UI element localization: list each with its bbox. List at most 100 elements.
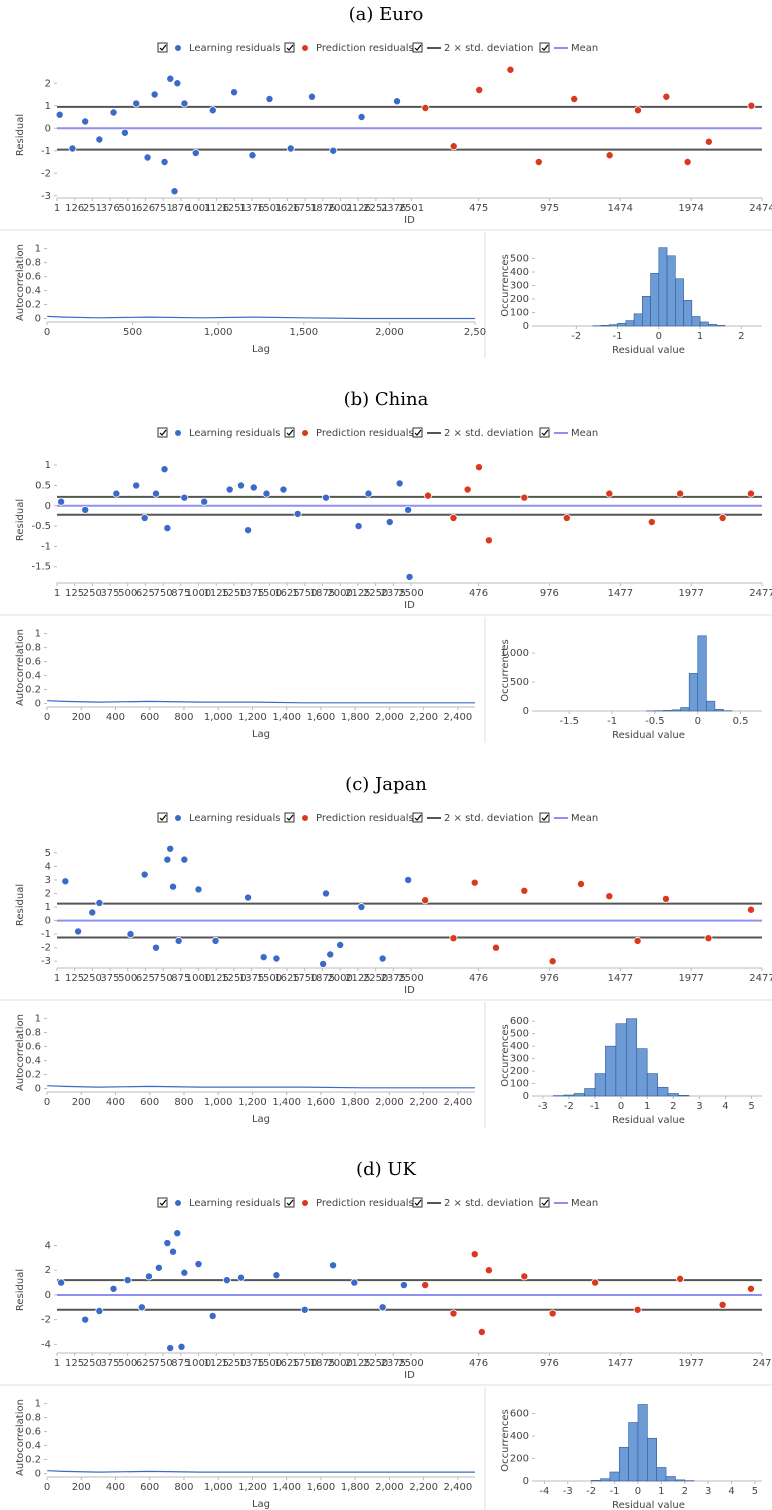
x-tick-label: 2,400 (444, 712, 473, 723)
y-tick-label: 0 (45, 1290, 51, 1301)
data-point (534, 157, 543, 166)
x-tick-label: 1 (54, 1358, 60, 1369)
y-tick-label: 200 (510, 294, 529, 305)
histogram-bar (706, 700, 716, 712)
y-tick-label: 0 (35, 314, 41, 325)
y-axis-title: Autocorrelation (15, 1014, 26, 1091)
data-point (286, 144, 295, 153)
x-tick-label: 250 (83, 973, 102, 984)
x-tick-label: 500 (118, 1358, 137, 1369)
x-tick-label: 200 (72, 712, 91, 723)
data-point (200, 497, 209, 506)
x-tick-label: 1875 (310, 1358, 335, 1369)
x-tick-label: 1500 (257, 588, 282, 599)
histogram-bar (699, 321, 709, 327)
x-tick-label: 1000 (186, 1358, 211, 1369)
autocorrelation-line (47, 700, 475, 704)
x-tick-label: 1,200 (238, 1097, 267, 1108)
data-point (180, 493, 189, 502)
legend-check (414, 44, 422, 51)
histogram-bar (636, 1048, 648, 1097)
y-tick-label: 1 (35, 1014, 41, 1025)
x-tick-label: 1 (697, 331, 703, 342)
histogram-bar (646, 1073, 658, 1097)
y-axis-title: Residual (15, 884, 26, 926)
y-tick-label: 2 (45, 888, 51, 899)
histogram-bar (714, 708, 724, 712)
x-tick-label: 975 (540, 203, 559, 214)
data-point (174, 936, 183, 945)
legend-marker (302, 430, 308, 436)
legend-checkbox (157, 427, 168, 438)
y-tick-label: 0.8 (25, 643, 41, 654)
y-axis-title: Autocorrelation (15, 244, 26, 321)
data-point (265, 95, 274, 104)
data-point (393, 97, 402, 106)
histogram-bar (656, 1467, 667, 1482)
x-tick-label: 600 (140, 1097, 159, 1108)
data-point (350, 1278, 359, 1287)
data-point (173, 79, 182, 88)
data-point (321, 493, 330, 502)
y-tick-label: 500 (510, 254, 529, 265)
legend-check (286, 429, 294, 436)
data-point (520, 886, 529, 895)
y-tick-label: 1 (35, 1399, 41, 1410)
legend-label: 2 × std. deviation (444, 428, 533, 439)
legend-checkbox (412, 427, 423, 438)
y-axis-title: Residual (15, 1269, 26, 1311)
x-tick-label: 1500 (257, 1358, 282, 1369)
x-tick-label: 0 (44, 1482, 50, 1493)
x-tick-label: 1251 (221, 203, 246, 214)
y-axis-title: Autocorrelation (15, 1399, 26, 1476)
y-tick-label: 500 (510, 677, 529, 688)
x-tick-label: 376 (101, 203, 120, 214)
x-tick-label: 1876 (310, 203, 335, 214)
data-point (57, 497, 66, 506)
y-tick-label: 0 (35, 699, 41, 710)
y-tick-label: 0.4 (25, 286, 41, 297)
data-point (191, 148, 200, 157)
x-tick-label: 0 (618, 1101, 624, 1112)
x-tick-label: 500 (118, 588, 137, 599)
x-tick-label: 2,400 (444, 1097, 473, 1108)
legend-label: Mean (571, 43, 598, 54)
x-tick-label: 2477 (749, 973, 772, 984)
data-point (160, 157, 169, 166)
data-point (244, 893, 253, 902)
legend-checkbox (284, 1197, 295, 1208)
x-tick-label: -1 (613, 331, 623, 342)
legend-checkbox (157, 1197, 168, 1208)
data-point (222, 1276, 231, 1285)
x-tick-label: 1477 (608, 588, 633, 599)
legend-check (541, 429, 549, 436)
data-point (109, 108, 118, 117)
y-tick-label: 0.5 (35, 480, 51, 491)
legend-checkbox (412, 42, 423, 53)
x-tick-label: -2 (564, 1101, 574, 1112)
x-tick-label: 2125 (345, 973, 370, 984)
legend-label: Learning residuals (189, 813, 280, 824)
y-tick-label: 4 (45, 861, 51, 872)
x-tick-label: 476 (469, 973, 488, 984)
data-point (166, 1344, 175, 1353)
x-tick-label: 625 (136, 588, 155, 599)
histogram-bar (615, 1023, 627, 1097)
histogram-bar (618, 1446, 629, 1482)
x-tick-label: 251 (83, 203, 102, 214)
data-point (399, 1281, 408, 1290)
data-point (194, 1260, 203, 1269)
x-axis-title: Lag (252, 344, 270, 355)
data-point (662, 92, 671, 101)
histogram-bar (600, 325, 610, 327)
x-tick-label: 0 (44, 327, 50, 338)
data-point (605, 489, 614, 498)
y-axis-title: Residual (15, 114, 26, 156)
x-tick-label: 1 (54, 973, 60, 984)
data-point (484, 536, 493, 545)
y-tick-label: -1 (41, 146, 51, 157)
x-tick-label: 2,200 (409, 712, 438, 723)
y-tick-label: 0 (45, 123, 51, 134)
data-point (180, 99, 189, 108)
